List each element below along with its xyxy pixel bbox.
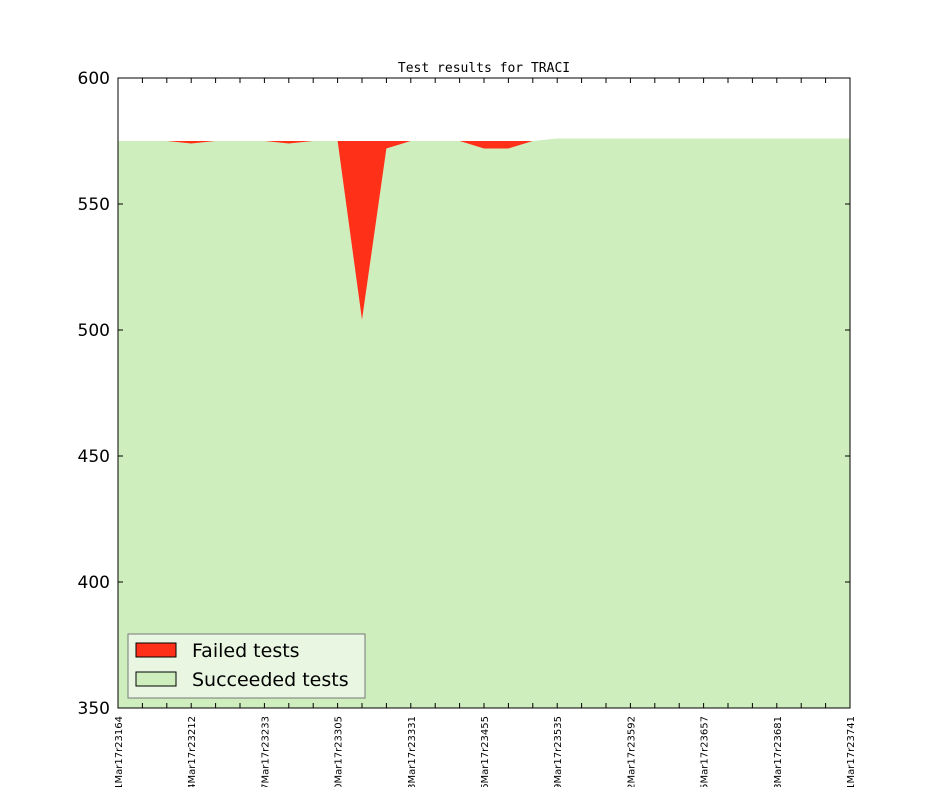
y-tick-label: 350 <box>78 699 110 719</box>
y-tick-label: 600 <box>78 69 110 89</box>
legend-label-failed: Failed tests <box>192 640 300 662</box>
y-tick-label: 550 <box>78 195 110 215</box>
x-tick-label: 22Mar17r23592 <box>626 716 637 787</box>
chart-title: Test results for TRACI <box>398 61 570 76</box>
x-tick-label: 31Mar17r23741 <box>846 716 857 787</box>
legend-swatch-succeeded <box>135 671 177 687</box>
x-tick-label: 10Mar17r23305 <box>334 716 345 787</box>
axes: 350 400 450 500 550 600 01Mar17r23164 04Mar17r2… <box>78 69 857 787</box>
x-tick-label: 25Mar17r23657 <box>700 716 711 787</box>
series-succeeded-area <box>118 138 850 709</box>
x-tick-label: 01Mar17r23164 <box>114 716 125 787</box>
x-tick-label: 16Mar17r23455 <box>480 716 491 787</box>
legend-label-succeeded: Succeeded tests <box>192 669 349 691</box>
area-layer <box>118 138 850 709</box>
y-tick-label: 450 <box>78 447 110 467</box>
y-tick-label: 500 <box>78 321 110 341</box>
x-tick-label: 19Mar17r23535 <box>553 716 564 787</box>
x-tick-label: 07Mar17r23233 <box>260 716 271 787</box>
y-tick-label: 400 <box>78 573 110 593</box>
x-tick-label: 13Mar17r23331 <box>407 716 418 787</box>
legend: Failed tests Succeeded tests <box>127 633 366 699</box>
x-tick-label: 28Mar17r23681 <box>773 716 784 787</box>
x-tick-label: 04Mar17r23212 <box>187 716 198 787</box>
legend-swatch-failed <box>135 642 177 658</box>
